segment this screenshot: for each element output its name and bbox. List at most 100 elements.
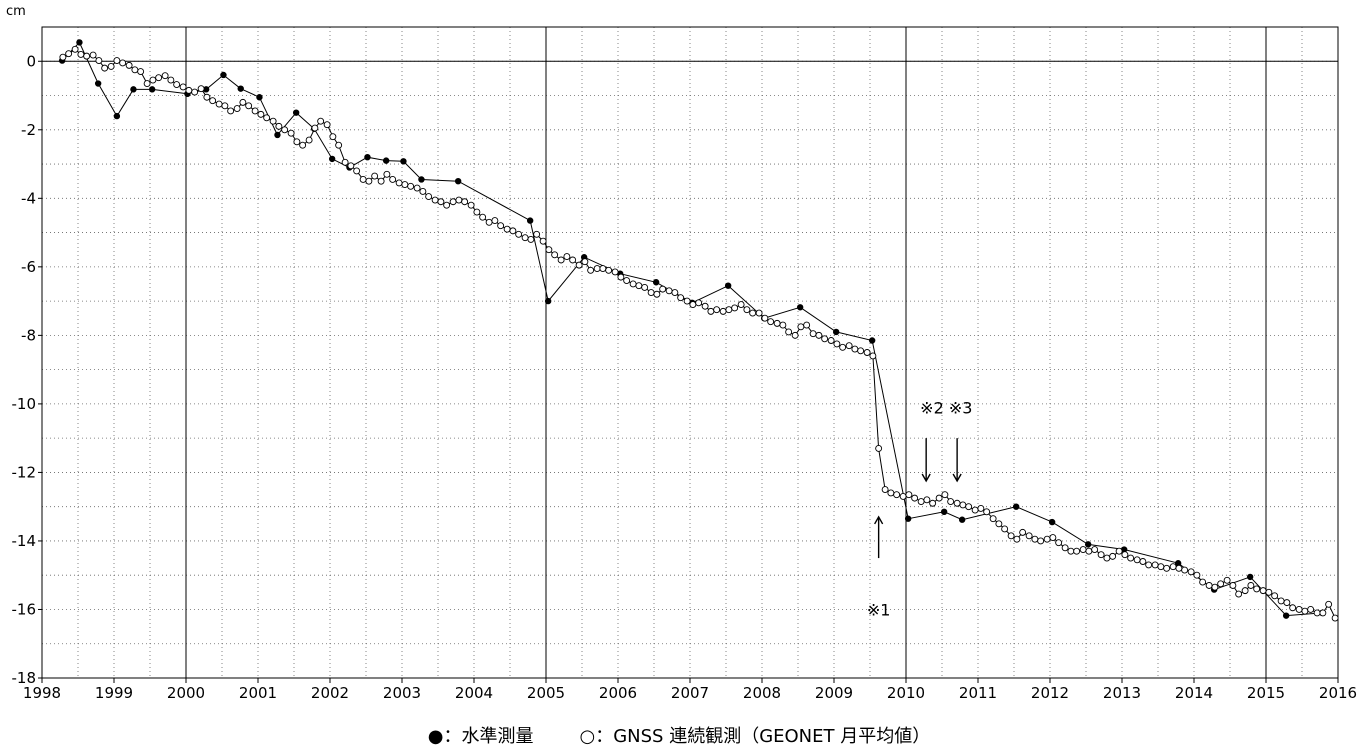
- gnss-point: [71, 45, 79, 53]
- gnss-point: [887, 489, 895, 497]
- gnss-point: [101, 64, 109, 72]
- gnss-point: [485, 218, 493, 226]
- annotation-label: ※2 ※3: [920, 398, 972, 417]
- gnss-point: [797, 323, 805, 331]
- gnss-point: [779, 321, 787, 329]
- gnss-point: [1133, 556, 1141, 564]
- gnss-point: [1205, 582, 1213, 589]
- gnss-point: [515, 230, 523, 238]
- gnss-point: [1301, 607, 1309, 615]
- gnss-point: [449, 198, 457, 206]
- gnss-point: [623, 277, 631, 284]
- gnss-point: [263, 114, 271, 122]
- gnss-point: [695, 299, 703, 307]
- gnss-point: [137, 68, 145, 75]
- gnss-point: [335, 141, 343, 149]
- gnss-point: [179, 83, 187, 91]
- gnss-point: [299, 141, 307, 149]
- y-unit-label: cm: [6, 4, 26, 19]
- gnss-point: [1151, 561, 1159, 569]
- gnss-point: [209, 97, 217, 105]
- gnss-point: [527, 235, 535, 243]
- x-tick-label: 1998: [23, 684, 61, 702]
- gnss-point: [1145, 561, 1153, 569]
- gnss-point: [113, 57, 121, 65]
- gnss-point: [1079, 546, 1087, 553]
- leveling-point: [113, 112, 121, 120]
- leveling-point: [292, 109, 300, 116]
- legend-filled-marker: ●: [427, 726, 444, 747]
- gnss-point: [1169, 563, 1177, 571]
- gnss-point: [1229, 582, 1237, 589]
- gnss-point: [269, 117, 277, 125]
- gnss-point: [575, 261, 583, 269]
- gnss-point: [1331, 614, 1339, 622]
- gnss-point: [1259, 587, 1267, 595]
- gnss-point: [953, 499, 961, 507]
- leveling-point: [1012, 503, 1020, 510]
- y-tick-label: -18: [12, 669, 37, 687]
- gnss-point: [365, 177, 373, 185]
- leveling-point: [544, 297, 552, 305]
- gnss-point: [203, 93, 211, 101]
- gnss-point: [239, 98, 247, 106]
- gnss-point: [437, 198, 445, 206]
- gnss-point: [1319, 609, 1327, 617]
- gnss-point: [1001, 525, 1009, 533]
- gnss-point: [803, 321, 811, 329]
- gnss-point: [791, 331, 799, 339]
- gnss-point: [701, 302, 709, 310]
- gnss-point: [281, 126, 289, 134]
- gnss-point: [1061, 544, 1069, 552]
- gnss-point: [431, 196, 439, 204]
- gnss-point: [1241, 587, 1249, 595]
- gnss-point: [1187, 568, 1195, 576]
- gnss-point: [599, 265, 607, 273]
- gnss-point: [185, 86, 193, 94]
- series-line-2: [62, 48, 1336, 619]
- legend: ●：水準測量 ○：GNSS 連続観測（GEONET 月平均値）: [0, 722, 1358, 748]
- gnss-point: [1055, 539, 1063, 547]
- gnss-point: [107, 62, 115, 70]
- gnss-point: [215, 100, 223, 108]
- gnss-point: [845, 342, 853, 350]
- gnss-point: [395, 179, 403, 187]
- gnss-point: [65, 50, 73, 58]
- gnss-point: [419, 188, 427, 195]
- plot-frame: [41, 26, 1339, 679]
- leveling-point: [148, 86, 156, 93]
- gnss-point: [341, 158, 349, 166]
- gnss-point: [167, 76, 175, 84]
- gnss-point: [293, 138, 301, 146]
- gnss-point: [143, 80, 151, 87]
- gnss-point: [1049, 534, 1057, 541]
- gnss-point: [551, 251, 559, 259]
- gnss-point: [1067, 547, 1075, 555]
- gnss-point: [1277, 597, 1285, 605]
- x-tick-label: 1999: [95, 684, 133, 702]
- leveling-point: [256, 94, 263, 101]
- leveling-point: [454, 177, 462, 185]
- gnss-point: [773, 319, 781, 327]
- gnss-point: [557, 256, 565, 264]
- gnss-point: [1271, 592, 1279, 600]
- gnss-point: [677, 294, 685, 302]
- series: [58, 39, 1339, 622]
- gnss-point: [587, 266, 595, 274]
- gnss-point: [875, 444, 883, 452]
- leveling-point: [1048, 518, 1056, 526]
- leveling-point: [220, 71, 227, 79]
- gnss-point: [629, 280, 637, 288]
- gnss-point: [1103, 554, 1111, 562]
- gnss-point: [323, 121, 331, 129]
- gnss-point: [257, 110, 265, 118]
- gnss-point: [647, 289, 655, 296]
- gnss-point: [1313, 609, 1321, 617]
- gnss-point: [455, 196, 463, 204]
- gnss-point: [947, 498, 955, 505]
- gnss-point: [1253, 585, 1261, 593]
- gnss-point: [545, 246, 553, 254]
- gnss-point: [917, 498, 925, 505]
- gnss-point: [635, 282, 643, 290]
- gnss-point: [1283, 599, 1291, 607]
